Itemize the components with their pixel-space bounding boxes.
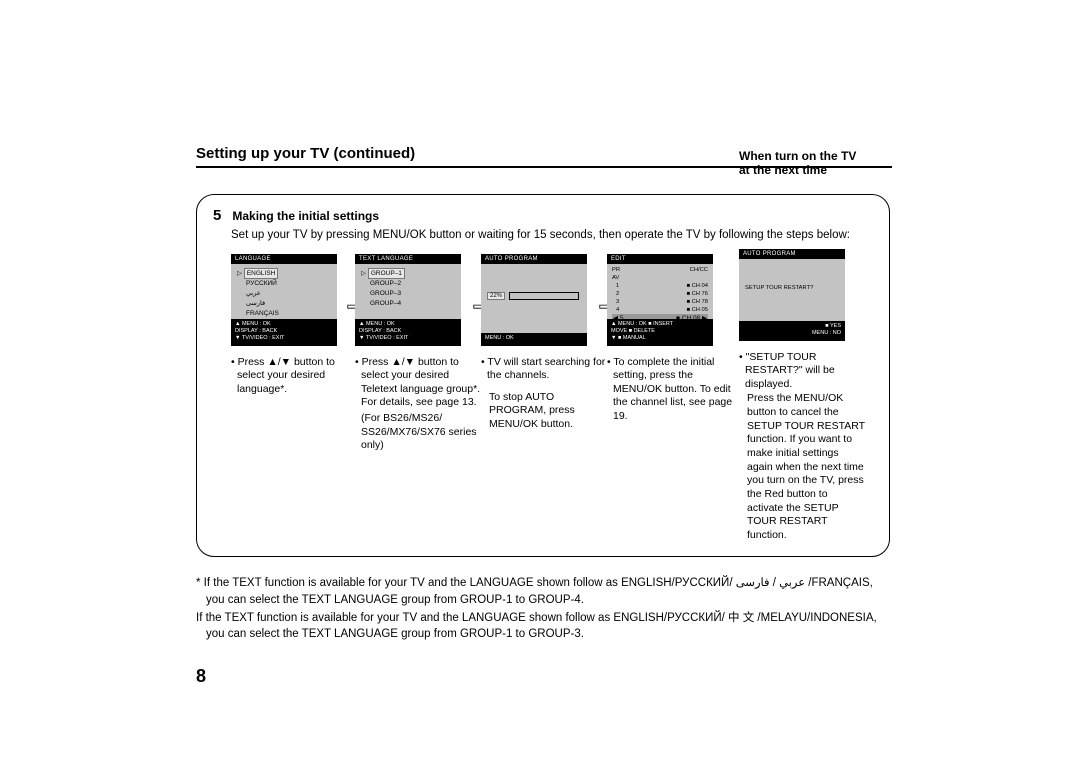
osd-auto-program: AUTO PROGRAM 22% MENU : OK [481, 254, 587, 346]
osd-footer-line: MENU : OK [485, 335, 583, 342]
caption: "SETUP TOUR RESTART?" will be displayed. [739, 351, 865, 392]
osd-edit: EDIT PRCH/CC AV 1■ CH 04 2■ CH 76 3■ CH … [607, 254, 713, 346]
osd-footer-line: MENU : NO [743, 330, 841, 337]
osd-text-language: TEXT LANGUAGE ▷ GROUP–1 GROUP–2 GROUP–3 … [355, 254, 461, 346]
osd-title: LANGUAGE [231, 254, 337, 264]
osd-title: AUTO PROGRAM [481, 254, 587, 264]
osd-title: TEXT LANGUAGE [355, 254, 461, 264]
footnote: * If the TEXT function is available for … [196, 575, 890, 607]
osd-option: GROUP–4 [361, 299, 455, 309]
osd-option: РУССКИЙ [237, 279, 331, 289]
caption: Press ▲/▼ button to select your desired … [355, 356, 481, 411]
page-number: 8 [196, 666, 892, 687]
osd-footer-line: ▲ MENU : OK [359, 321, 457, 328]
osd-option: GROUP–3 [361, 289, 455, 299]
caption-note: Press the MENU/OK button to cancel the S… [739, 392, 865, 542]
progress-bar [509, 292, 579, 300]
step-heading: Making the initial settings [232, 209, 379, 223]
osd-message: SETUP TOUR RESTART? [745, 285, 839, 291]
step-number: 5 [213, 207, 229, 224]
caption: To complete the initial setting, press t… [607, 356, 739, 424]
osd-footer-line: DISPLAY : BACK [235, 328, 333, 335]
osd-footer-line: ▲ MENU : OK [235, 321, 333, 328]
progress-percent: 22% [487, 292, 505, 300]
osd-option: GROUP–2 [361, 279, 455, 289]
caption-note: (For BS26/MS26/ SS26/MX76/SX76 series on… [355, 412, 481, 453]
footnote: If the TEXT function is available for yo… [196, 610, 890, 642]
osd-footer-line: ▼ TV/VIDEO : EXIT [235, 335, 333, 342]
osd-title: EDIT [607, 254, 713, 264]
side-heading: When turn on the TV at the next time [739, 149, 865, 177]
osd-footer-line: ■ YES [743, 323, 841, 330]
step-box: 5 Making the initial settings Set up you… [196, 194, 890, 557]
osd-option: فارسی [237, 299, 331, 309]
osd-footer-line: DISPLAY : BACK [359, 328, 457, 335]
osd-option: FRANÇAIS [237, 309, 331, 319]
osd-option: عربي [237, 289, 331, 299]
osd-title: AUTO PROGRAM [739, 249, 845, 259]
caption: TV will start searching for the channels… [481, 356, 607, 383]
osd-language: LANGUAGE ▷ ENGLISH РУССКИЙ عربي فارسی FR… [231, 254, 337, 346]
osd-footer-line: MOVE ■ DELETE [611, 328, 709, 335]
osd-footer-line: ▼ TV/VIDEO : EXIT [359, 335, 457, 342]
caption: Press ▲/▼ button to select your desired … [231, 356, 355, 397]
osd-footer-line: ▼ ■ MANUAL [611, 335, 709, 342]
caption-note: To stop AUTO PROGRAM, press MENU/OK butt… [481, 391, 607, 432]
osd-option: ENGLISH [244, 268, 279, 280]
osd-option: GROUP–1 [368, 268, 405, 280]
osd-footer-line: ▲ MENU : OK ■ INSERT [611, 321, 709, 328]
osd-setup-tour: AUTO PROGRAM SETUP TOUR RESTART? ■ YES M… [739, 249, 845, 341]
